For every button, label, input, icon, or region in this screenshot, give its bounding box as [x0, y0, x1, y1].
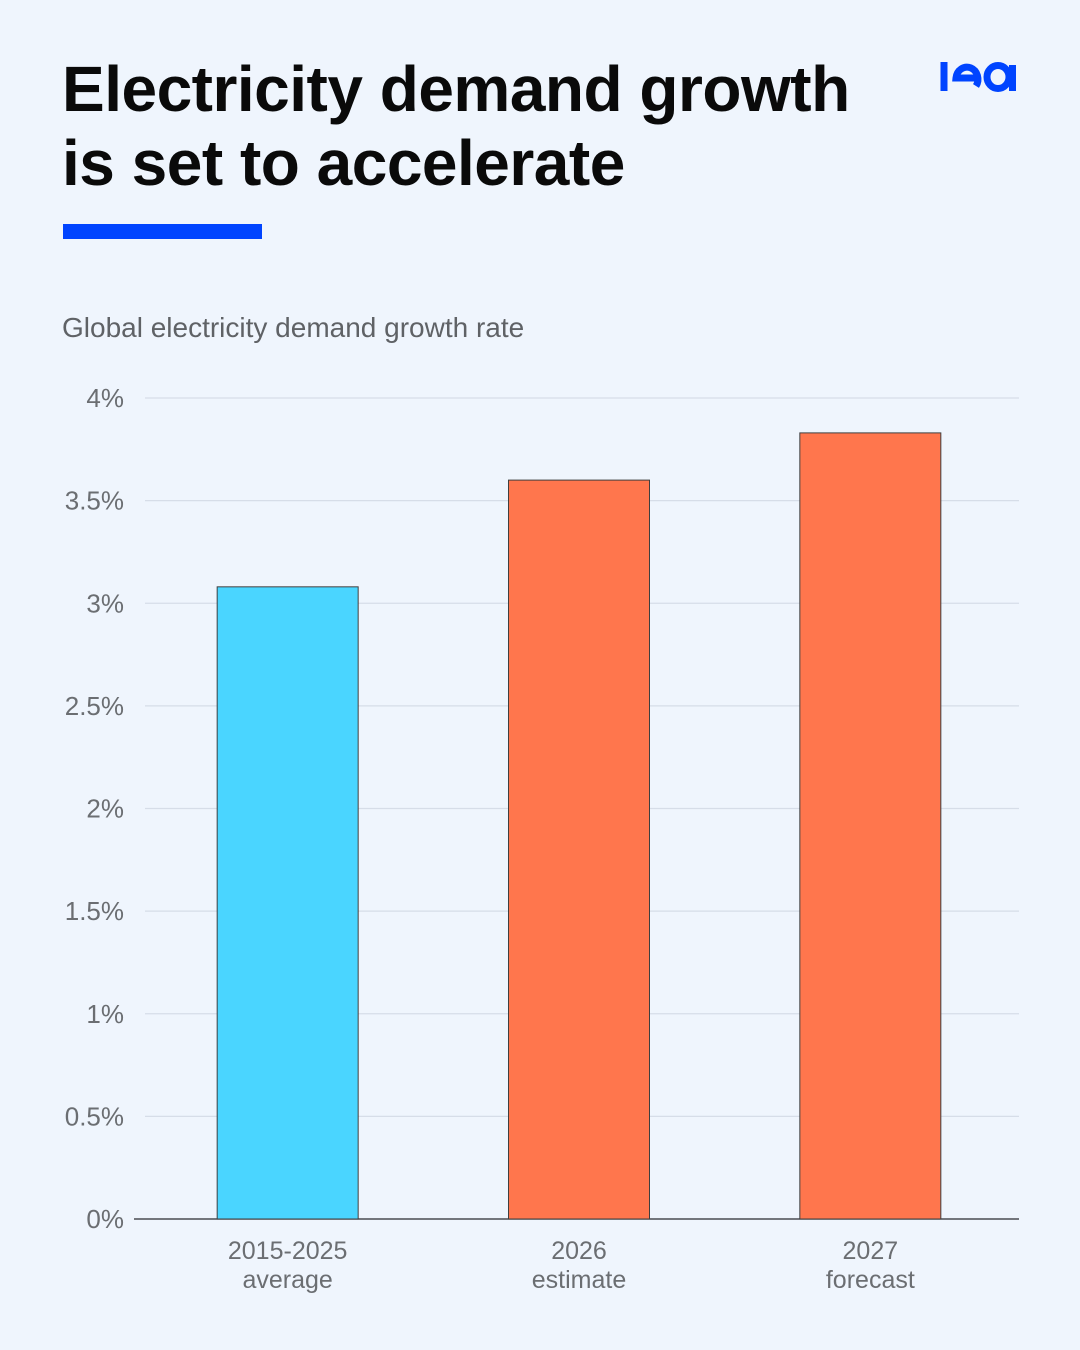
- x-tick-label: average: [242, 1266, 332, 1294]
- y-tick-label: 0.5%: [65, 1101, 124, 1131]
- y-tick-label: 4%: [86, 383, 124, 413]
- y-tick-label: 1.5%: [65, 896, 124, 926]
- y-tick-label: 0%: [86, 1204, 124, 1234]
- title-line-2: is set to accelerate: [62, 127, 625, 199]
- title-line-1: Electricity demand growth: [62, 53, 850, 125]
- x-tick-label: 2015-2025: [228, 1237, 348, 1265]
- y-tick-label: 2%: [86, 794, 124, 824]
- x-tick-label: estimate: [532, 1266, 626, 1294]
- y-tick-label: 3%: [86, 588, 124, 618]
- x-tick-label: forecast: [826, 1266, 915, 1294]
- bar: [799, 432, 942, 1220]
- chart-subtitle: Global electricity demand growth rate: [62, 312, 525, 343]
- title-accent-bar: [63, 224, 262, 239]
- y-tick-label: 1%: [86, 999, 124, 1029]
- y-tick-label: 3.5%: [65, 486, 124, 516]
- iea-logo[interactable]: iea: [940, 58, 1020, 94]
- x-tick-label: 2026: [551, 1237, 607, 1265]
- bar: [508, 479, 650, 1220]
- y-tick-label: 2.5%: [65, 691, 124, 721]
- x-tick-label: 2027: [843, 1237, 899, 1265]
- page-title: Electricity demand growth is set to acce…: [62, 52, 902, 200]
- bar: [216, 586, 359, 1220]
